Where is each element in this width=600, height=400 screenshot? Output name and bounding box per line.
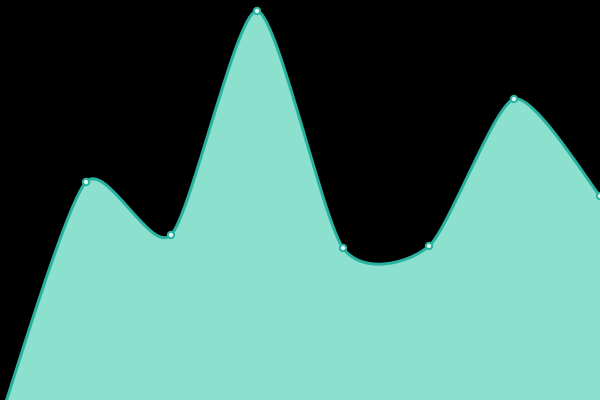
data-point-marker[interactable]: [338, 243, 348, 253]
data-point-marker[interactable]: [252, 6, 262, 16]
data-point-marker[interactable]: [509, 94, 519, 104]
data-point-markers: [81, 6, 600, 253]
data-point-marker[interactable]: [81, 177, 91, 187]
data-point-marker[interactable]: [166, 230, 176, 240]
area-fill-shape: [6, 10, 600, 400]
data-point-marker[interactable]: [424, 241, 434, 251]
